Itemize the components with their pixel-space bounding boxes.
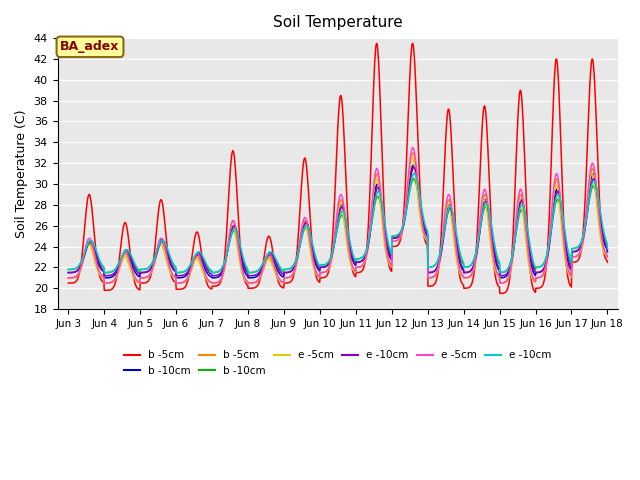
b -5cm xyxy=(496,290,504,296)
e -10cm xyxy=(372,196,380,202)
e -10cm xyxy=(410,171,418,177)
b -10cm xyxy=(314,263,322,268)
Line: b -5cm: b -5cm xyxy=(68,43,607,293)
e -5cm xyxy=(294,254,301,260)
e -5cm xyxy=(408,155,416,161)
b -5cm xyxy=(371,53,379,59)
b -5cm xyxy=(305,229,312,235)
b -10cm xyxy=(410,176,417,182)
b -5cm xyxy=(409,150,417,156)
b -5cm xyxy=(314,273,322,279)
b -5cm xyxy=(65,280,72,286)
e -10cm xyxy=(65,266,72,272)
e -10cm xyxy=(305,225,312,230)
b -5cm xyxy=(314,278,322,284)
b -10cm xyxy=(106,269,114,275)
Line: e -10cm: e -10cm xyxy=(68,174,607,273)
e -5cm xyxy=(172,280,180,286)
e -5cm xyxy=(305,236,312,242)
b -10cm xyxy=(604,249,611,255)
e -5cm xyxy=(372,169,380,175)
e -5cm xyxy=(106,280,114,286)
b -10cm xyxy=(128,257,136,263)
Line: b -10cm: b -10cm xyxy=(68,179,607,273)
b -5cm xyxy=(106,280,114,286)
b -10cm xyxy=(172,275,180,281)
b -5cm xyxy=(106,287,114,293)
e -10cm xyxy=(294,255,301,261)
Line: b -10cm: b -10cm xyxy=(68,165,607,278)
b -10cm xyxy=(294,252,301,258)
b -5cm xyxy=(604,254,611,260)
e -5cm xyxy=(372,177,380,183)
b -10cm xyxy=(65,266,72,272)
e -5cm xyxy=(172,280,180,286)
Line: b -5cm: b -5cm xyxy=(68,153,607,283)
e -5cm xyxy=(294,254,301,260)
b -5cm xyxy=(604,259,611,265)
e -10cm xyxy=(410,165,418,170)
b -10cm xyxy=(314,266,322,272)
e -10cm xyxy=(314,265,322,271)
e -5cm xyxy=(409,144,417,150)
e -5cm xyxy=(314,273,322,278)
e -5cm xyxy=(604,254,611,260)
e -5cm xyxy=(65,275,72,281)
b -5cm xyxy=(372,175,380,181)
b -10cm xyxy=(604,246,611,252)
b -10cm xyxy=(410,162,417,168)
b -5cm xyxy=(128,264,136,270)
Text: BA_adex: BA_adex xyxy=(60,40,120,53)
b -10cm xyxy=(305,225,312,231)
b -10cm xyxy=(305,229,312,235)
b -5cm xyxy=(305,184,312,190)
e -5cm xyxy=(314,274,322,279)
Title: Soil Temperature: Soil Temperature xyxy=(273,15,403,30)
e -5cm xyxy=(65,275,72,281)
Line: e -5cm: e -5cm xyxy=(68,147,607,283)
b -5cm xyxy=(172,280,180,286)
e -10cm xyxy=(294,253,301,259)
e -10cm xyxy=(372,192,380,197)
b -10cm xyxy=(128,262,136,267)
b -10cm xyxy=(372,186,380,192)
b -5cm xyxy=(65,275,72,281)
b -10cm xyxy=(65,270,72,276)
e -10cm xyxy=(604,249,611,255)
e -10cm xyxy=(128,257,136,263)
Line: e -10cm: e -10cm xyxy=(68,168,607,276)
b -5cm xyxy=(408,40,416,46)
e -5cm xyxy=(305,227,312,233)
b -5cm xyxy=(293,249,301,254)
e -10cm xyxy=(604,246,611,252)
e -10cm xyxy=(314,261,322,266)
e -10cm xyxy=(106,273,114,278)
e -10cm xyxy=(128,254,136,260)
b -10cm xyxy=(372,199,380,204)
b -10cm xyxy=(294,253,301,259)
b -10cm xyxy=(172,270,180,276)
e -10cm xyxy=(305,226,312,231)
Y-axis label: Soil Temperature (C): Soil Temperature (C) xyxy=(15,109,28,238)
Legend: b -5cm, b -10cm, b -5cm, b -10cm, e -5cm, e -10cm, e -5cm, e -10cm: b -5cm, b -10cm, b -5cm, b -10cm, e -5cm… xyxy=(120,346,556,380)
e -10cm xyxy=(172,270,180,276)
Line: e -5cm: e -5cm xyxy=(68,158,607,283)
b -5cm xyxy=(294,257,301,263)
e -10cm xyxy=(172,273,180,278)
b -10cm xyxy=(106,275,114,280)
e -10cm xyxy=(65,270,72,276)
e -10cm xyxy=(106,269,114,275)
e -5cm xyxy=(128,271,136,276)
b -5cm xyxy=(128,267,136,273)
e -5cm xyxy=(128,266,136,272)
e -5cm xyxy=(604,254,611,260)
e -5cm xyxy=(106,280,114,286)
